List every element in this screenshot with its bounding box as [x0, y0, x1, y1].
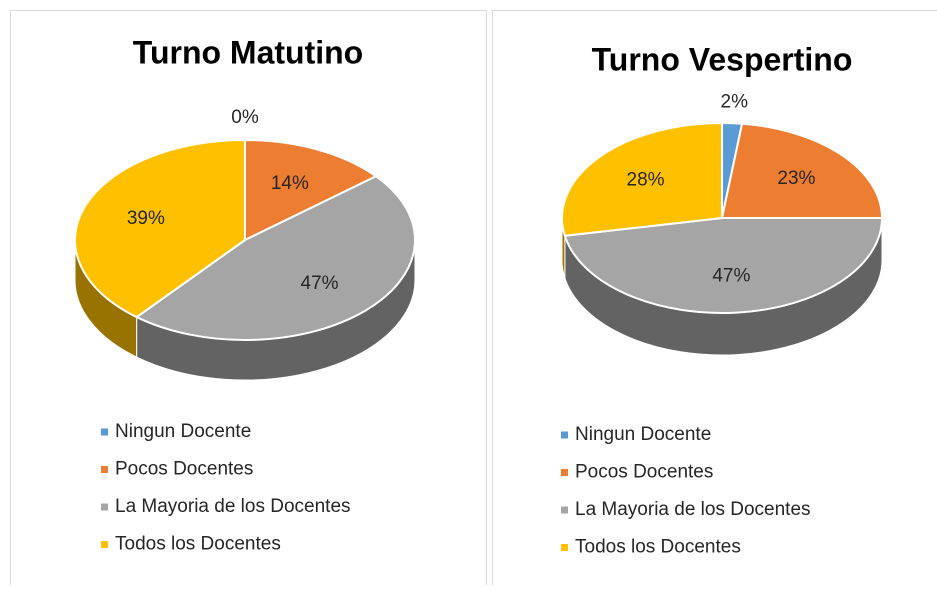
legend-label: Pocos Docentes — [575, 462, 713, 483]
legend-marker — [101, 541, 108, 548]
legend-label: Todos los Docentes — [115, 534, 281, 555]
data-label: 28% — [627, 169, 665, 190]
data-label: 23% — [777, 168, 815, 189]
legend-marker — [561, 432, 568, 439]
legend-label: Ningun Docente — [115, 421, 251, 442]
legend-marker — [101, 504, 108, 511]
legend-label: Ningun Docente — [575, 424, 711, 445]
legend-marker — [101, 466, 108, 473]
data-label: 14% — [271, 173, 309, 194]
chart-title: Turno Vespertino — [592, 41, 853, 77]
data-label: 0% — [231, 107, 259, 128]
legend-marker — [561, 469, 568, 476]
legend-marker — [561, 544, 568, 551]
data-label: 47% — [301, 273, 339, 294]
legend-marker — [561, 507, 568, 514]
legend-label: La Mayoria de los Docentes — [575, 499, 811, 520]
legend-label: La Mayoria de los Docentes — [115, 496, 351, 517]
data-label: 2% — [721, 91, 749, 112]
chart-title: Turno Matutino — [133, 34, 363, 70]
data-label: 39% — [127, 208, 165, 229]
data-label: 47% — [712, 266, 750, 287]
legend-label: Todos los Docentes — [575, 537, 741, 558]
legend-marker — [101, 429, 108, 436]
legend-label: Pocos Docentes — [115, 459, 253, 480]
